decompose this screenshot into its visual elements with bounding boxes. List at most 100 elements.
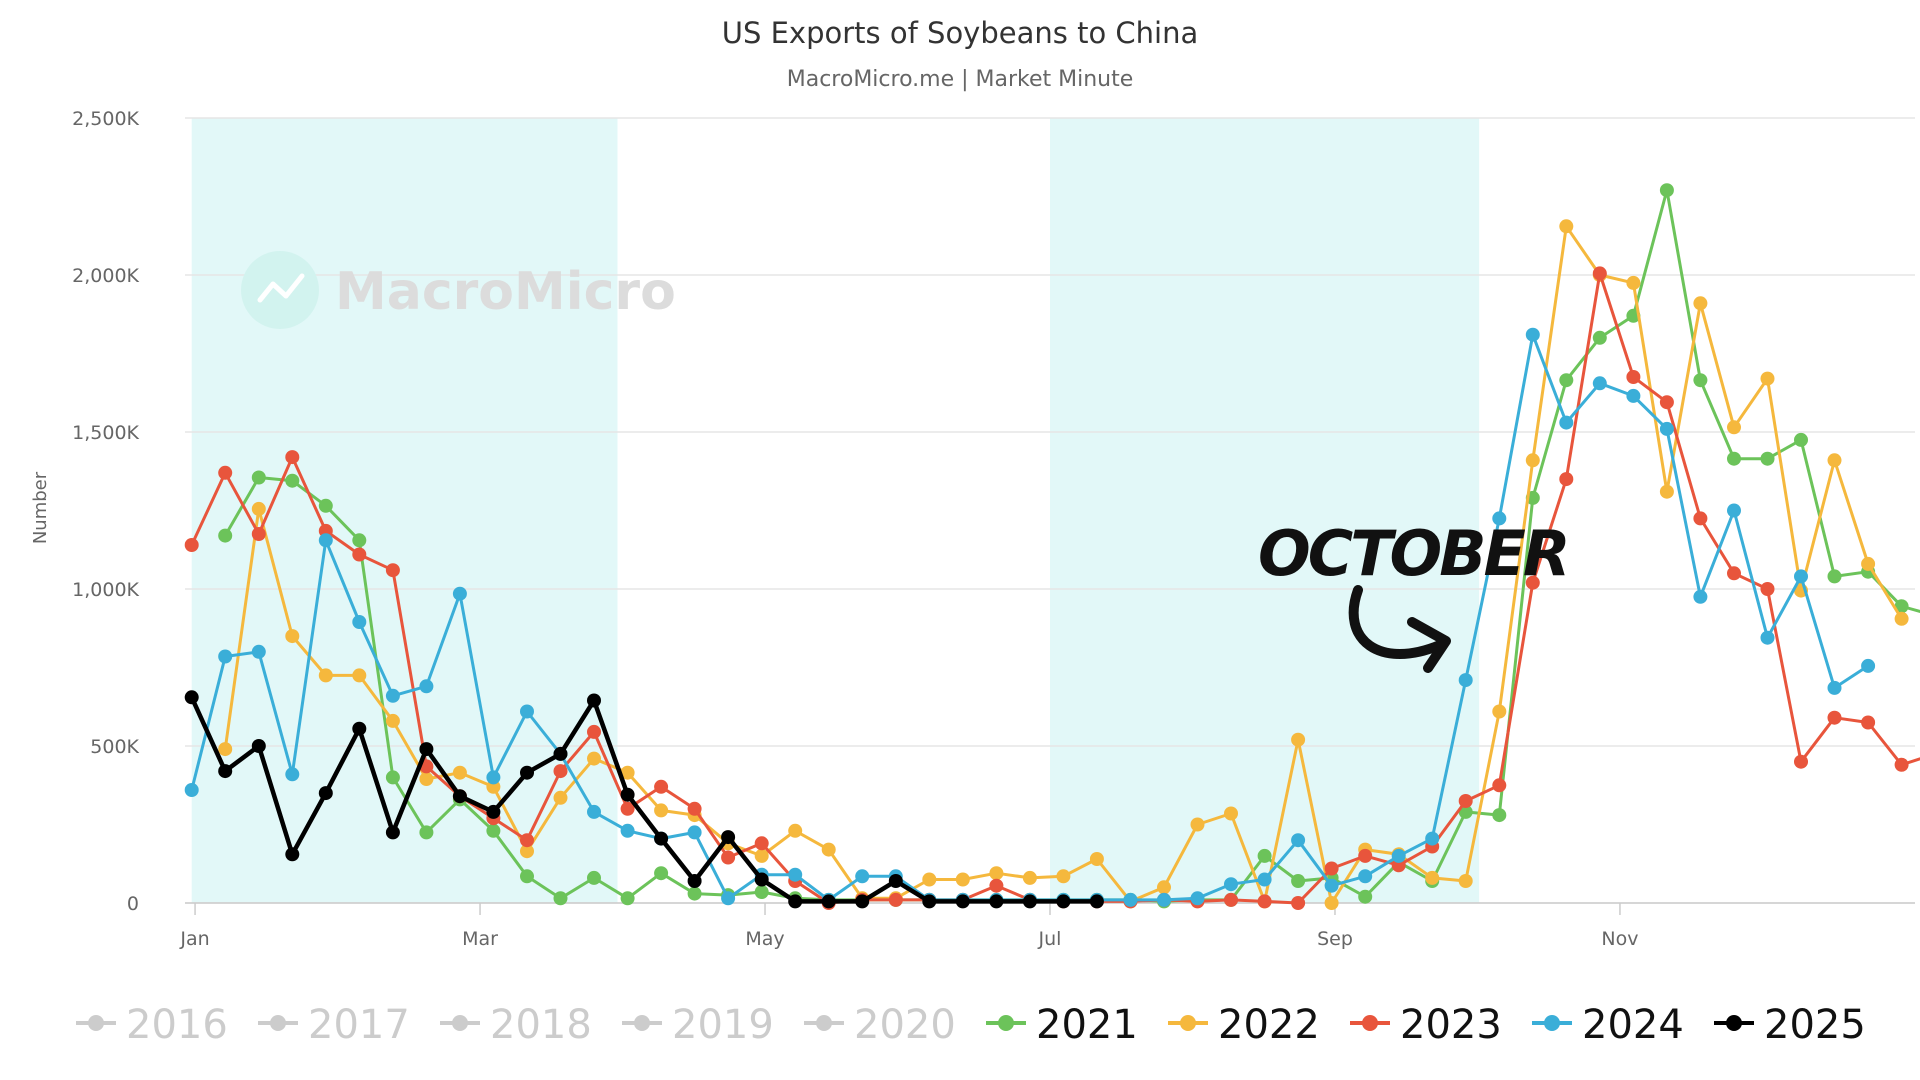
legend-item-2016[interactable]: 2016	[76, 1002, 228, 1048]
data-point[interactable]	[1224, 892, 1238, 907]
data-point[interactable]	[955, 894, 970, 909]
data-point[interactable]	[486, 770, 501, 785]
data-point[interactable]	[1157, 892, 1171, 907]
data-point[interactable]	[1727, 566, 1741, 581]
data-point[interactable]	[1626, 388, 1641, 403]
data-point[interactable]	[1425, 831, 1440, 846]
data-point[interactable]	[1224, 806, 1238, 821]
data-point[interactable]	[687, 825, 702, 840]
data-point[interactable]	[1693, 296, 1708, 311]
data-point[interactable]	[620, 801, 635, 816]
data-point[interactable]	[721, 850, 736, 865]
data-point[interactable]	[721, 830, 736, 845]
data-point[interactable]	[754, 872, 769, 887]
data-point[interactable]	[352, 721, 367, 736]
data-point[interactable]	[419, 742, 434, 757]
data-point[interactable]	[1056, 894, 1071, 909]
data-point[interactable]	[184, 690, 199, 705]
data-point[interactable]	[989, 894, 1004, 909]
data-point[interactable]	[1291, 896, 1306, 910]
data-point[interactable]	[1458, 804, 1473, 819]
data-point[interactable]	[184, 538, 199, 552]
data-point[interactable]	[687, 874, 702, 888]
data-point[interactable]	[821, 894, 836, 909]
data-point[interactable]	[687, 886, 702, 901]
legend-item-2024[interactable]: 2024	[1532, 1002, 1684, 1048]
data-point[interactable]	[1492, 704, 1507, 719]
data-point[interactable]	[385, 825, 400, 840]
data-point[interactable]	[1760, 582, 1775, 596]
data-point[interactable]	[1458, 874, 1473, 888]
data-point[interactable]	[1861, 556, 1876, 571]
data-point[interactable]	[553, 764, 568, 779]
legend-item-2017[interactable]: 2017	[258, 1002, 410, 1048]
data-point[interactable]	[620, 787, 635, 802]
data-point[interactable]	[1659, 183, 1674, 198]
data-point[interactable]	[1190, 817, 1205, 832]
data-point[interactable]	[285, 629, 300, 644]
data-point[interactable]	[1693, 511, 1708, 526]
data-point[interactable]	[352, 615, 367, 629]
data-point[interactable]	[1659, 421, 1674, 436]
data-point[interactable]	[218, 649, 233, 664]
data-point[interactable]	[1794, 754, 1808, 769]
data-point[interactable]	[352, 547, 367, 562]
data-point[interactable]	[520, 869, 534, 884]
data-point[interactable]	[1492, 808, 1507, 823]
data-point[interactable]	[318, 533, 333, 548]
data-point[interactable]	[754, 848, 769, 863]
data-point[interactable]	[1257, 894, 1272, 909]
data-point[interactable]	[285, 473, 300, 488]
data-point[interactable]	[385, 563, 400, 578]
data-point[interactable]	[1861, 658, 1876, 673]
data-point[interactable]	[1693, 589, 1708, 604]
legend-item-2023[interactable]: 2023	[1350, 1002, 1502, 1048]
data-point[interactable]	[1190, 891, 1205, 906]
data-point[interactable]	[553, 790, 568, 805]
data-point[interactable]	[1592, 266, 1607, 281]
data-point[interactable]	[788, 894, 803, 909]
data-point[interactable]	[1827, 680, 1842, 695]
data-point[interactable]	[620, 765, 635, 780]
data-point[interactable]	[1358, 848, 1373, 863]
data-point[interactable]	[1727, 503, 1741, 518]
data-point[interactable]	[285, 767, 300, 782]
data-point[interactable]	[1358, 889, 1373, 904]
data-point[interactable]	[385, 713, 400, 728]
data-point[interactable]	[1324, 878, 1339, 893]
data-point[interactable]	[1794, 432, 1808, 447]
data-point[interactable]	[654, 866, 669, 881]
data-point[interactable]	[419, 679, 434, 694]
data-point[interactable]	[318, 498, 333, 513]
data-point[interactable]	[1659, 395, 1674, 410]
data-point[interactable]	[654, 779, 669, 794]
legend-item-2019[interactable]: 2019	[622, 1002, 774, 1048]
data-point[interactable]	[1559, 472, 1574, 487]
data-point[interactable]	[184, 783, 199, 797]
data-point[interactable]	[788, 823, 803, 838]
data-point[interactable]	[452, 765, 467, 780]
data-point[interactable]	[1592, 330, 1607, 345]
data-point[interactable]	[1760, 451, 1775, 466]
data-point[interactable]	[1592, 376, 1607, 391]
data-point[interactable]	[754, 836, 769, 851]
data-point[interactable]	[285, 450, 300, 465]
legend-item-2018[interactable]: 2018	[440, 1002, 592, 1048]
data-point[interactable]	[654, 831, 669, 846]
data-point[interactable]	[1291, 732, 1306, 747]
data-point[interactable]	[553, 891, 568, 906]
legend-item-2020[interactable]: 2020	[804, 1002, 956, 1048]
data-point[interactable]	[520, 765, 534, 780]
data-point[interactable]	[1525, 327, 1540, 342]
data-point[interactable]	[1022, 870, 1037, 885]
data-point[interactable]	[1827, 710, 1842, 725]
data-point[interactable]	[486, 823, 501, 838]
data-point[interactable]	[419, 825, 434, 840]
data-point[interactable]	[285, 847, 300, 862]
data-point[interactable]	[955, 872, 970, 887]
data-point[interactable]	[1492, 511, 1507, 526]
data-point[interactable]	[1861, 715, 1876, 730]
data-point[interactable]	[218, 764, 233, 779]
legend-item-2025[interactable]: 2025	[1714, 1002, 1866, 1048]
data-point[interactable]	[520, 833, 534, 848]
